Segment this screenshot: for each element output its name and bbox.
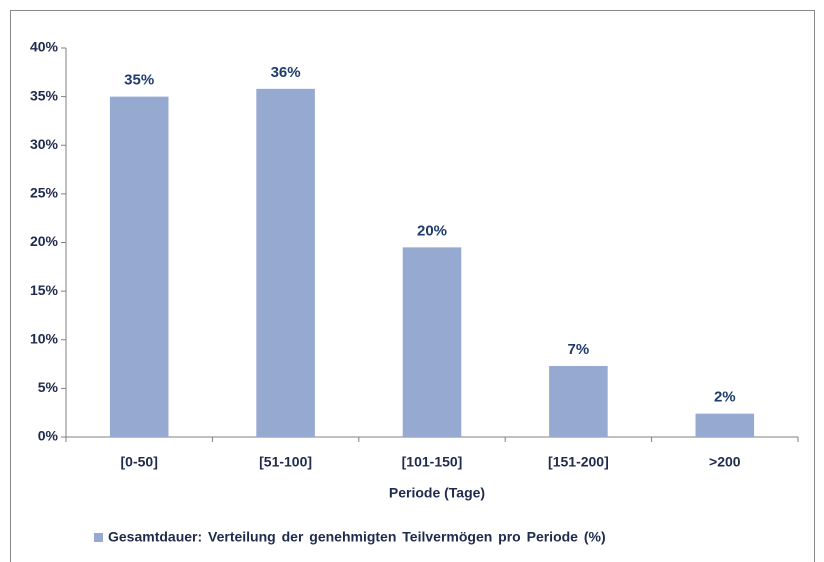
bar — [256, 88, 315, 437]
y-tick-label: 20% — [30, 233, 59, 249]
y-tick-label: 35% — [30, 87, 59, 103]
data-label: 2% — [714, 389, 736, 406]
x-tick-label: [51-100] — [259, 454, 312, 470]
data-label: 35% — [124, 72, 154, 89]
bar — [109, 96, 169, 437]
x-axis-title: Periode (Tage) — [389, 485, 485, 501]
y-tick-label: 15% — [30, 282, 59, 298]
bar — [402, 247, 462, 437]
y-tick-label: 30% — [30, 136, 59, 152]
x-tick-label: [151-200] — [548, 454, 609, 470]
y-tick-label: 40% — [30, 39, 59, 55]
legend-label: Gesamtdauer: Verteilung der genehmigten … — [108, 529, 606, 545]
data-label: 20% — [417, 222, 447, 239]
chart-frame — [10, 10, 815, 562]
legend-swatch — [94, 533, 103, 542]
bar — [549, 366, 608, 437]
y-tick-label: 5% — [38, 379, 59, 395]
x-tick-label: >200 — [709, 454, 741, 470]
x-tick-label: [101-150] — [402, 454, 463, 470]
data-label: 7% — [568, 341, 590, 358]
y-tick-label: 0% — [38, 428, 59, 444]
y-tick-label: 25% — [30, 185, 59, 201]
data-label: 36% — [271, 64, 301, 81]
x-tick-label: [0-50] — [121, 454, 158, 470]
y-tick-label: 10% — [30, 330, 59, 346]
bar — [695, 413, 755, 437]
